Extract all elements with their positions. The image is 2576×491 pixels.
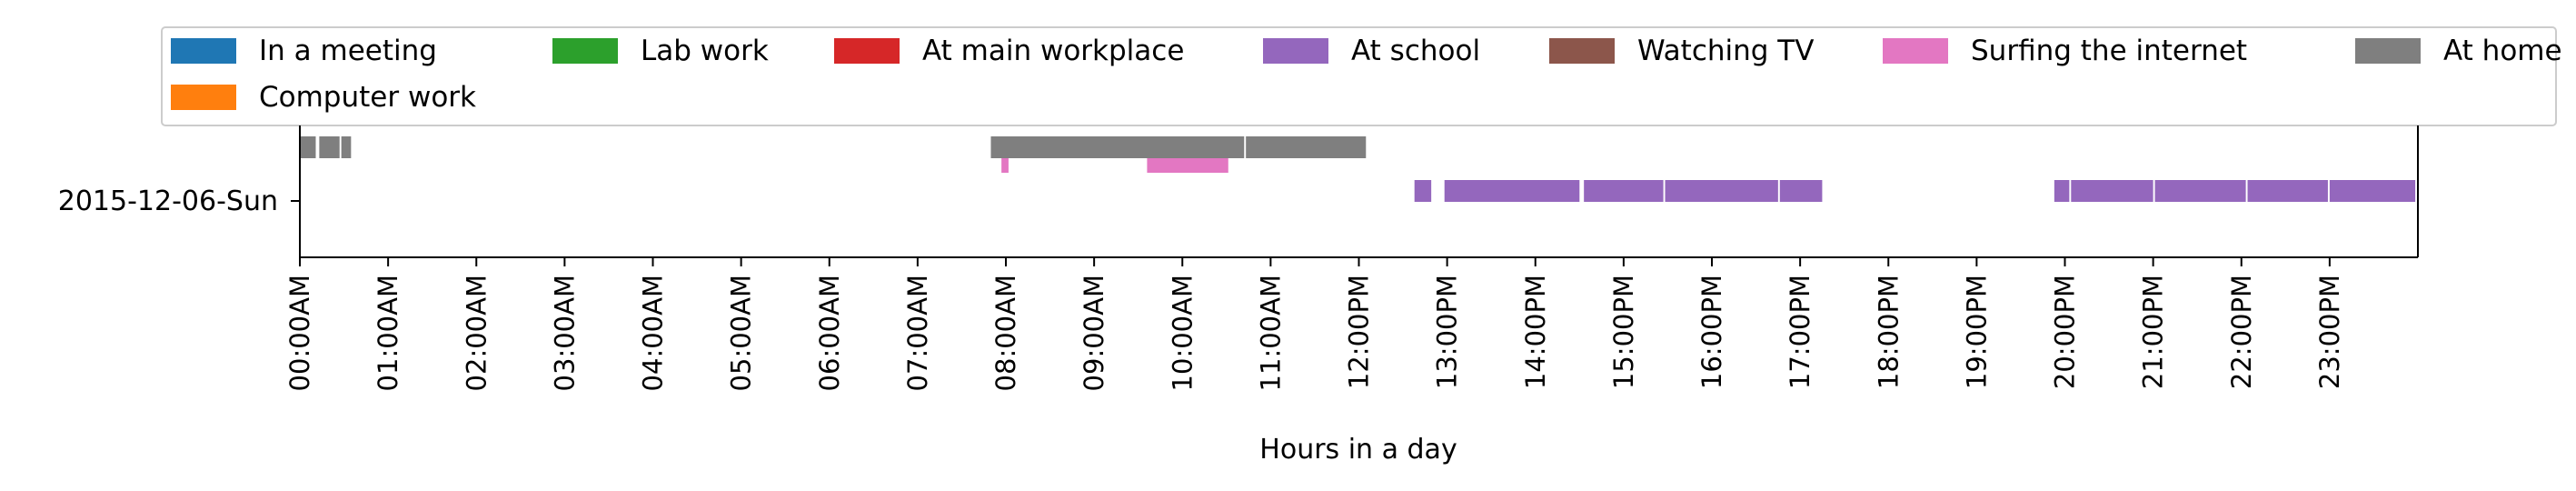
x-tick-label: 08:00AM <box>990 275 1021 391</box>
legend-label: At main workplace <box>922 35 1184 67</box>
x-tick-label: 06:00AM <box>814 275 845 391</box>
activity-bar <box>2071 180 2153 202</box>
legend-swatch <box>171 85 236 110</box>
x-tick-label: 11:00AM <box>1255 275 1286 391</box>
activity-bar <box>1665 180 1778 202</box>
x-tick-label: 14:00PM <box>1520 275 1551 389</box>
legend-label: At home <box>2443 35 2562 67</box>
x-tick-label: 19:00PM <box>1961 275 1992 389</box>
legend-swatch <box>1883 38 1948 64</box>
x-tick-label: 09:00AM <box>1079 275 1109 391</box>
legend-swatch <box>1263 38 1328 64</box>
legend-label: Lab work <box>641 35 769 67</box>
legend-swatch <box>552 38 618 64</box>
activity-bar <box>2054 180 2070 202</box>
activity-bar <box>2329 180 2416 202</box>
legend-label: In a meeting <box>259 35 437 67</box>
x-axis-label: Hours in a day <box>1259 434 1457 466</box>
activity-bar <box>1584 180 1664 202</box>
x-tick-label: 17:00PM <box>1785 275 1815 389</box>
x-tick-label: 10:00AM <box>1167 275 1198 391</box>
x-tick-label: 01:00AM <box>373 275 403 391</box>
legend-label: Computer work <box>259 81 476 114</box>
legend-swatch <box>171 38 236 64</box>
activity-bar <box>2154 180 2246 202</box>
x-tick-label: 12:00PM <box>1344 275 1375 389</box>
legend-label: At school <box>1351 35 1480 67</box>
legend-swatch <box>834 38 900 64</box>
x-tick-label: 13:00PM <box>1432 275 1463 389</box>
x-tick-label: 16:00PM <box>1696 275 1727 389</box>
x-axis: 00:00AM 01:00AM 02:00AM 03:00AM 04:00AM 05:00… <box>284 257 2345 391</box>
y-tick-label: 2015-12-06-Sun <box>58 185 278 217</box>
legend-swatch <box>1549 38 1615 64</box>
x-tick-label: 05:00AM <box>726 275 757 391</box>
x-tick-label: 02:00AM <box>461 275 492 391</box>
legend-swatch <box>2355 38 2421 64</box>
x-tick-label: 23:00PM <box>2314 275 2345 389</box>
legend-label: Watching TV <box>1637 35 1814 67</box>
legend-box <box>161 26 2557 126</box>
x-tick-label: 07:00AM <box>902 275 933 391</box>
legend-label: Surfing the internet <box>1971 35 2247 67</box>
activity-bar <box>1779 180 1823 202</box>
x-tick-label: 00:00AM <box>284 275 315 391</box>
activity-bar <box>1414 180 1432 202</box>
activity-bar <box>341 136 352 158</box>
legend: In a meeting Lab work At main workplace At … <box>171 35 2562 114</box>
x-tick-label: 03:00AM <box>549 275 580 391</box>
x-tick-label: 04:00AM <box>638 275 669 391</box>
x-tick-label: 22:00PM <box>2226 275 2257 389</box>
activity-bar <box>990 136 1245 158</box>
activity-bar <box>1444 180 1580 202</box>
x-tick-label: 15:00PM <box>1608 275 1639 389</box>
bars-layer <box>300 136 2416 202</box>
x-tick-label: 20:00PM <box>2050 275 2081 389</box>
activity-bar <box>2247 180 2328 202</box>
activity-bar <box>319 136 340 158</box>
activity-bar <box>1246 136 1367 158</box>
activity-bar <box>300 136 316 158</box>
activity-bar <box>1147 156 1228 173</box>
activity-bar <box>1001 156 1009 173</box>
x-tick-label: 21:00PM <box>2138 275 2169 389</box>
x-tick-label: 18:00PM <box>1873 275 1904 389</box>
y-axis: 2015-12-06-Sun <box>58 185 300 217</box>
